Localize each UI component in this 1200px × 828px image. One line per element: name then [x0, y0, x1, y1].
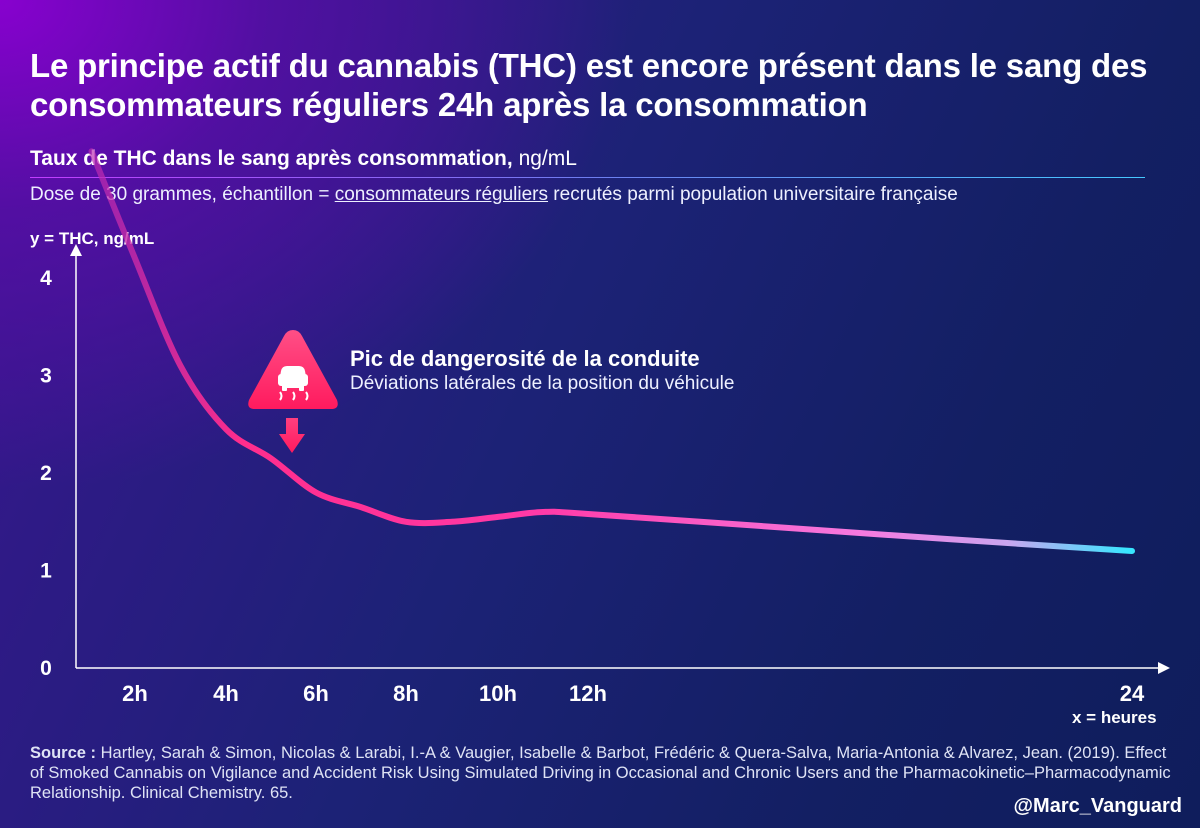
- x-tick-label: 24: [1120, 681, 1145, 706]
- y-tick-label: 0: [40, 657, 52, 680]
- x-tick-label: 12h: [569, 681, 607, 706]
- source-citation: Source : Hartley, Sarah & Simon, Nicolas…: [30, 743, 1180, 803]
- y-tick-label: 4: [40, 267, 52, 290]
- subtitle-main: Taux de THC dans le sang après consommat…: [30, 147, 513, 170]
- chart-subtitle: Taux de THC dans le sang après consommat…: [30, 147, 577, 171]
- header-divider: [30, 177, 1145, 178]
- x-tick-label: 8h: [393, 681, 419, 706]
- x-tick-label: 6h: [303, 681, 329, 706]
- author-handle: @Marc_Vanguard: [1013, 795, 1182, 817]
- skidding-car-warning-icon: [248, 330, 338, 409]
- annotation-subtitle: Déviations latérales de la position du v…: [350, 373, 735, 394]
- y-tick-label: 2: [40, 462, 52, 485]
- arrow-down-icon: [279, 418, 305, 453]
- x-tick-label: 2h: [122, 681, 148, 706]
- y-tick-label: 3: [40, 365, 52, 388]
- chart-title: Le principe actif du cannabis (THC) est …: [30, 47, 1148, 123]
- annotation-title: Pic de dangerosité de la conduite: [350, 346, 700, 371]
- x-tick-labels: 2h 4h 6h 8h 10h 12h 24: [122, 681, 1145, 706]
- source-text: Hartley, Sarah & Simon, Nicolas & Larabi…: [30, 744, 1171, 802]
- dose-note-underlined: consommateurs réguliers: [334, 184, 549, 205]
- source-label: Source :: [30, 744, 97, 762]
- y-tick-label: 1: [40, 560, 52, 583]
- y-tick-labels: 0 1 2 3 4: [40, 267, 52, 680]
- thc-series-line: [88, 148, 1135, 554]
- x-tick-label: 4h: [213, 681, 239, 706]
- x-tick-label: 10h: [479, 681, 517, 706]
- dose-note-after: recrutés parmi population universitaire …: [548, 184, 958, 205]
- subtitle-unit: ng/mL: [518, 147, 577, 170]
- x-axis-label: x = heures: [1072, 708, 1157, 727]
